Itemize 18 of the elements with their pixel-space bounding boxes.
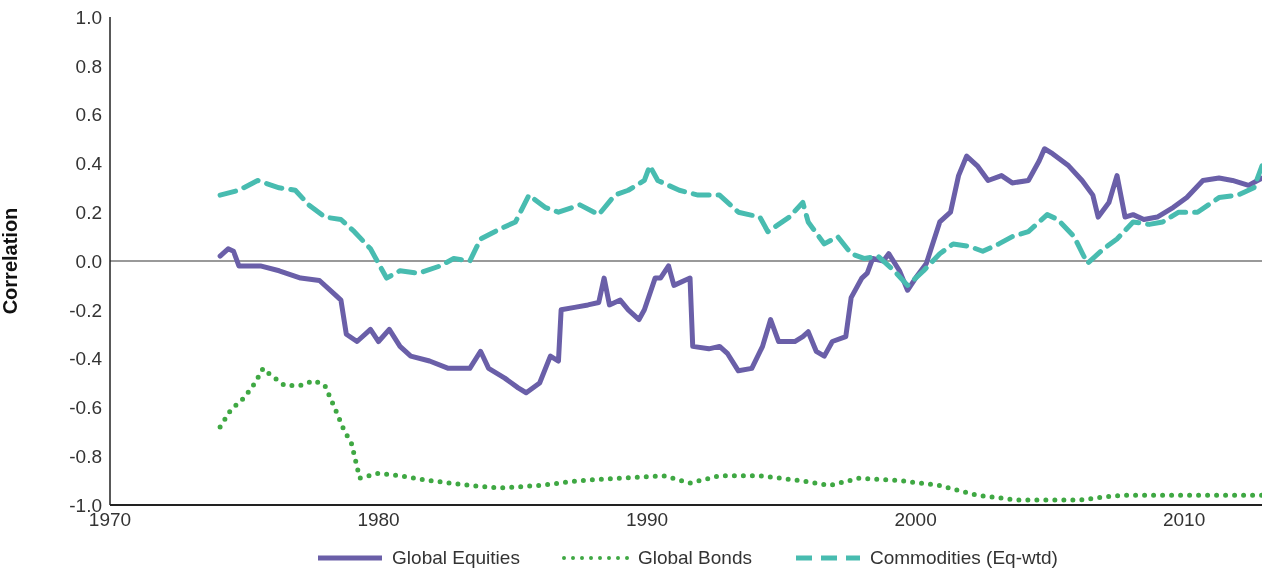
legend-label: Global Equities (391, 547, 520, 569)
y-tick-label: 0.4 (75, 153, 103, 175)
x-tick-label: 1980 (357, 509, 400, 531)
y-tick-label: -0.4 (69, 348, 103, 370)
y-tick-label: -0.8 (69, 445, 102, 467)
y-tick-label: -0.6 (69, 397, 102, 419)
legend-label: Commodities (Eq-wtd) (868, 547, 1058, 569)
y-tick-label: 1.0 (75, 6, 102, 28)
y-tick-label: 0.6 (75, 104, 102, 126)
y-axis-title: Correlation (0, 207, 22, 315)
legend-label: Global Bonds (636, 547, 752, 569)
x-tick-label: 1990 (625, 509, 669, 531)
x-tick-label: 2000 (894, 509, 937, 531)
x-tick-label: 2010 (1162, 509, 1206, 531)
y-tick-label: -0.2 (69, 299, 102, 321)
y-tick-label: 0.0 (75, 250, 102, 272)
y-tick-label: 0.8 (75, 55, 102, 77)
y-tick-label: 0.2 (75, 201, 102, 223)
